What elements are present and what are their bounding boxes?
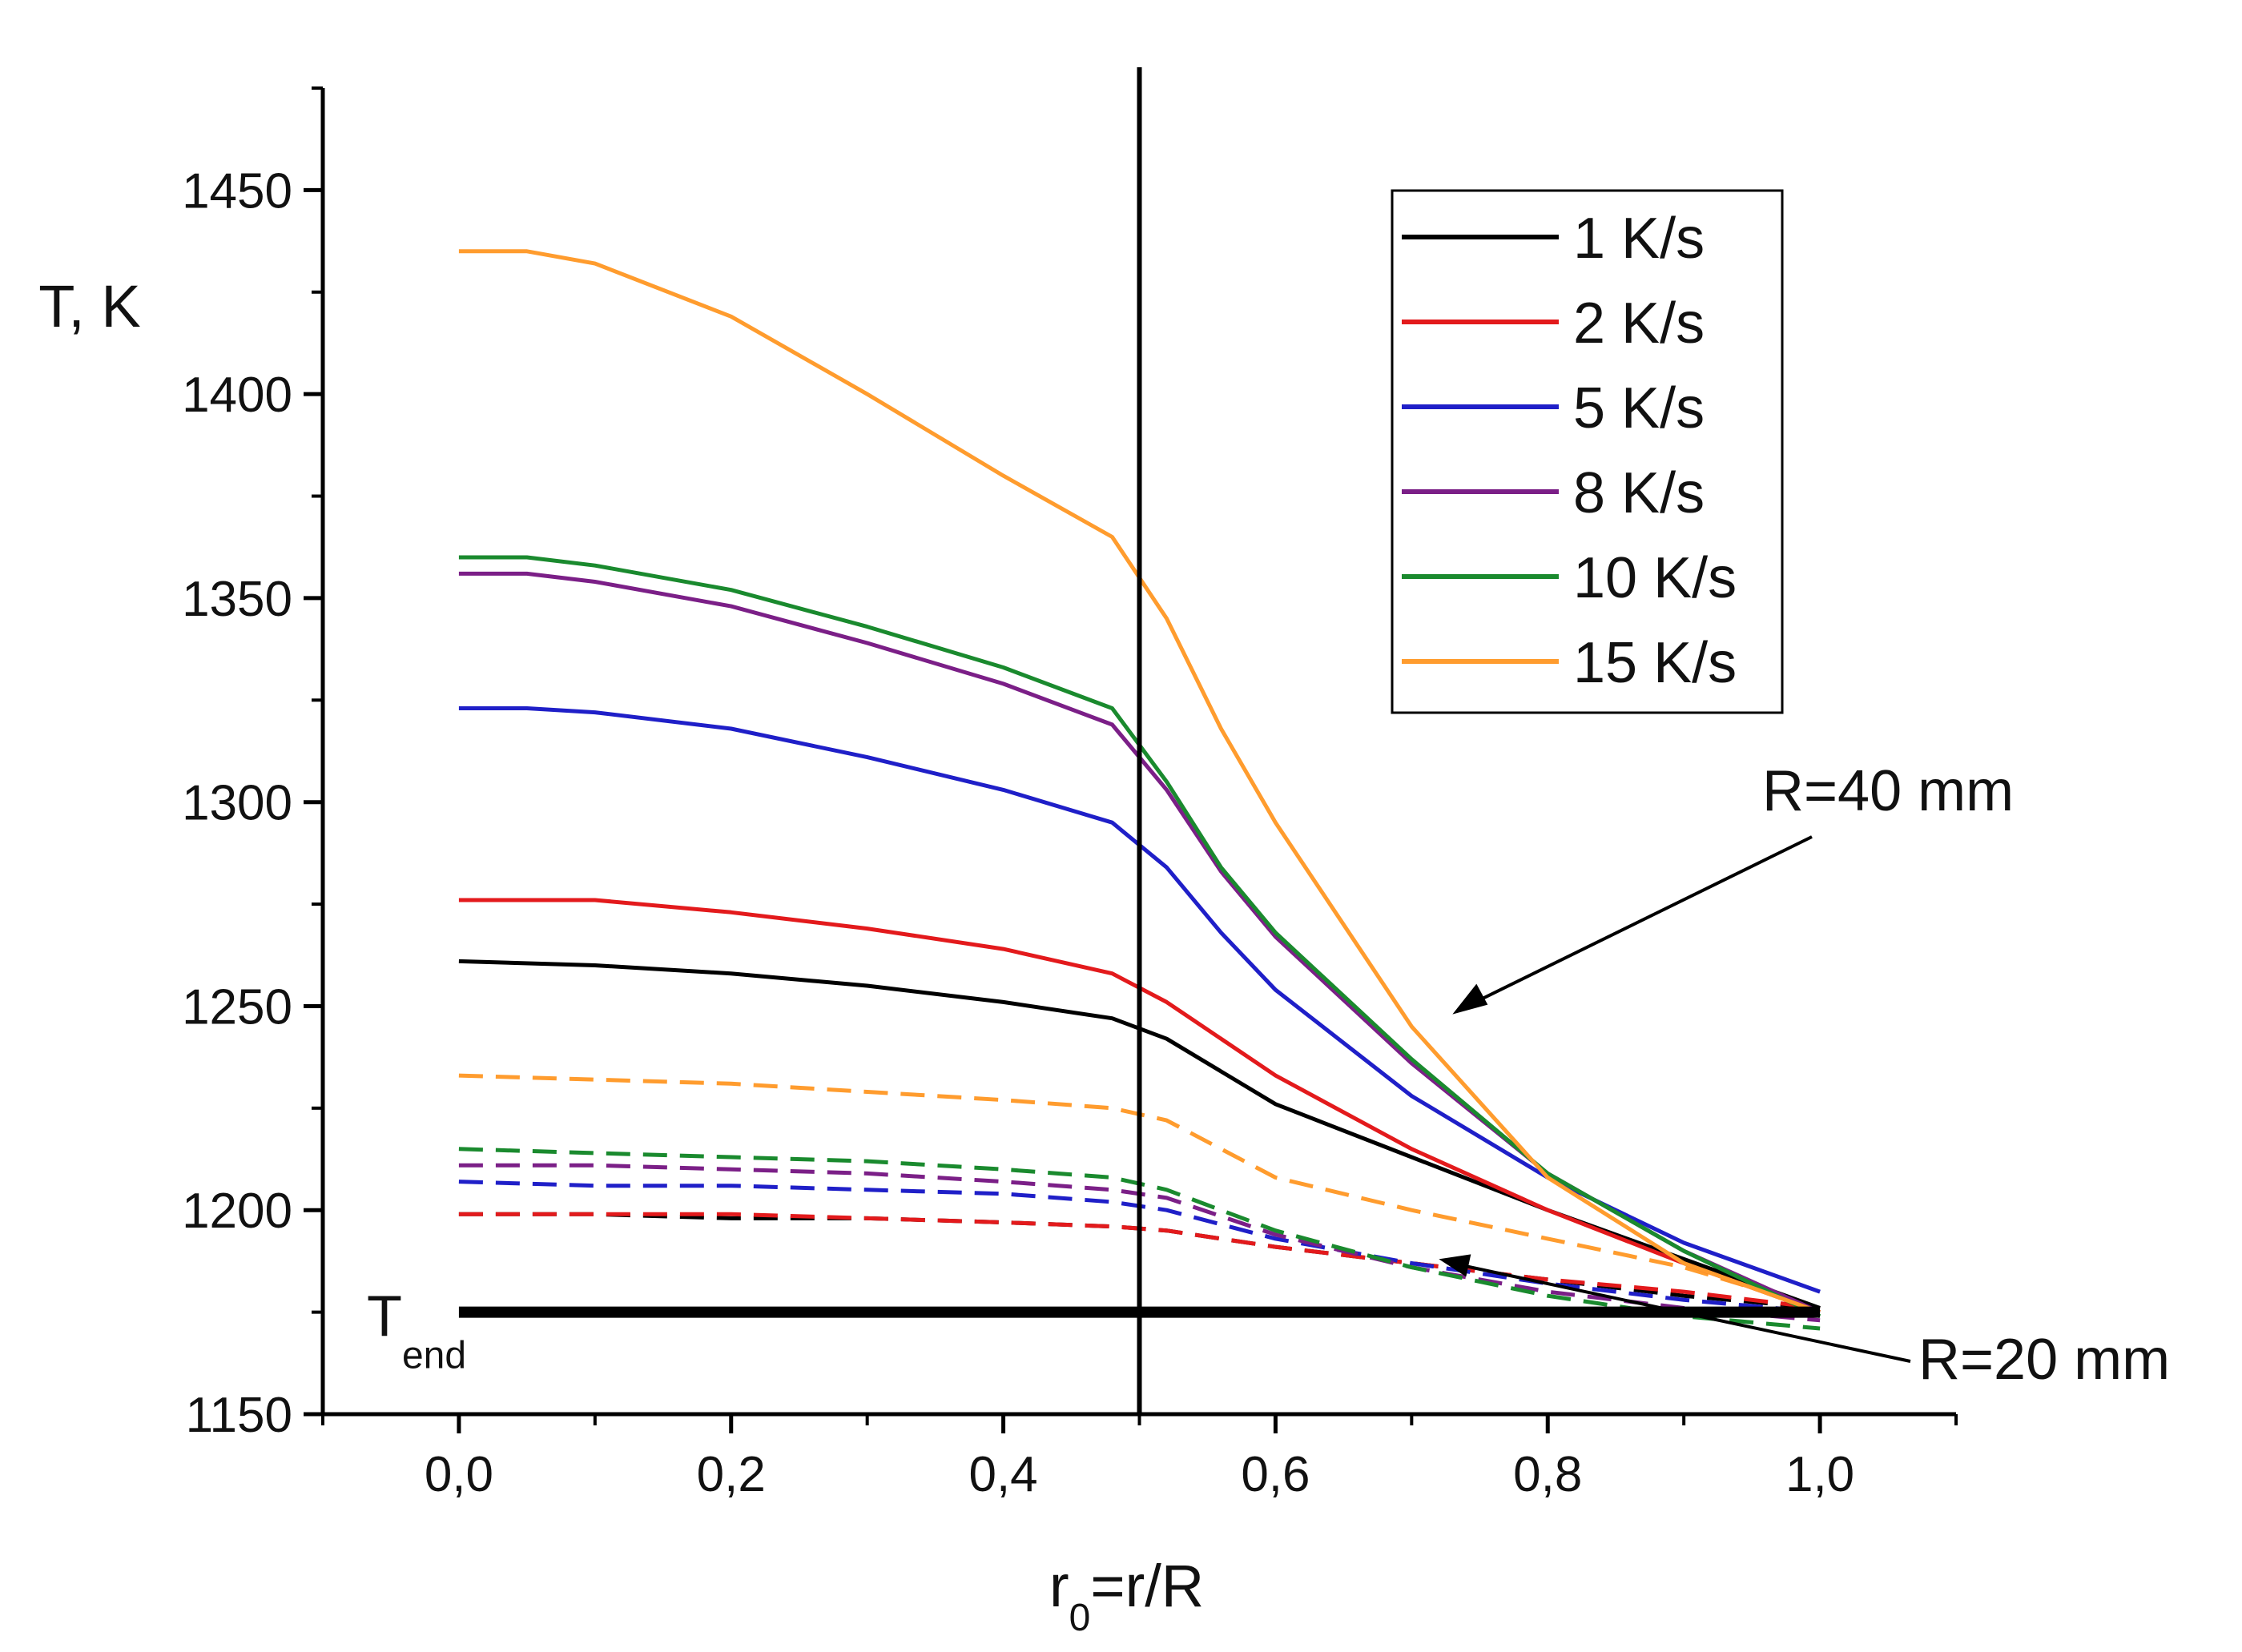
annotation-r40-arrow-line — [1475, 835, 1813, 1003]
x-tick-label: 0,0 — [425, 1447, 493, 1502]
legend-label-2-k-s: 2 K/s — [1573, 291, 1705, 356]
y-tick-label: 1450 — [182, 163, 292, 219]
annotation-r40-arrowhead — [1452, 983, 1488, 1015]
y-tick-label: 1400 — [182, 368, 292, 423]
x-tick-label: 0,2 — [697, 1447, 766, 1502]
legend-label-10-k-s: 10 K/s — [1573, 546, 1737, 610]
x-axis-label-rest: =r/R — [1090, 1553, 1204, 1619]
annotation-r40-label: R=40 mm — [1762, 759, 2014, 823]
t-end-label-sub: end — [402, 1335, 466, 1377]
annotations: R=40 mm R=20 mm — [1439, 759, 2170, 1392]
legend-label-8-k-s: 8 K/s — [1573, 461, 1705, 525]
y-tick-label: 1250 — [182, 979, 292, 1035]
x-tick-label: 1,0 — [1785, 1447, 1854, 1502]
legend-label-1-k-s: 1 K/s — [1573, 207, 1705, 271]
x-tick-label: 0,6 — [1241, 1447, 1310, 1502]
legend-label-15-k-s: 15 K/s — [1573, 631, 1737, 695]
x-axis-label-sub: 0 — [1069, 1597, 1091, 1639]
y-tick-label: 1150 — [186, 1388, 292, 1443]
y-tick-label: 1300 — [182, 776, 292, 831]
x-axis-label: r0=r/R — [1049, 1553, 1204, 1639]
annotation-r20-arrowhead — [1439, 1254, 1471, 1277]
x-tick-label: 0,8 — [1513, 1447, 1582, 1502]
annotation-r20-arrow-line — [1462, 1264, 1911, 1363]
y-tick-label: 1200 — [182, 1184, 292, 1239]
x-axis-label-main: r — [1049, 1553, 1069, 1619]
y-axis-label: T, K — [38, 273, 140, 340]
t-end-label-main: T — [367, 1285, 402, 1349]
legend-label-5-k-s: 5 K/s — [1573, 376, 1705, 440]
legend: 1 K/s 2 K/s 5 K/s 8 K/s 10 K/s 15 K/s — [1391, 189, 1784, 714]
y-tick-label: 1350 — [182, 572, 292, 627]
axes: 1150 1200 1250 1300 1350 1400 1450 0,0 0,2 0,4 0,6… — [38, 86, 1958, 1639]
annotation-r20-label: R=20 mm — [1918, 1328, 2170, 1392]
legend-box — [1391, 189, 1784, 714]
x-tick-label: 0,4 — [968, 1447, 1037, 1502]
plot-lines: Tend — [367, 67, 1821, 1414]
t-end-label: Tend — [367, 1285, 466, 1377]
